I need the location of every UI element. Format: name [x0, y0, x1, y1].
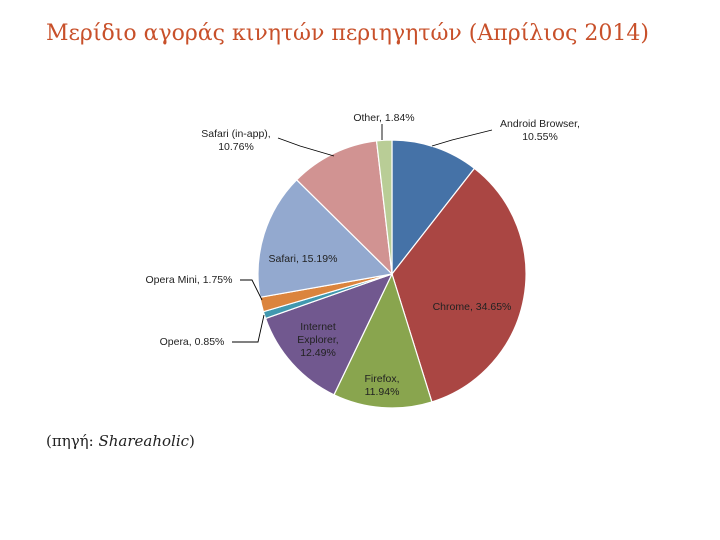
source-name: Shareaholic: [98, 432, 190, 450]
leader-line: [240, 279, 263, 301]
pie-slice-safari-in-app: [295, 140, 393, 276]
source-prefix: (πηγή:: [46, 432, 99, 450]
pie-slice-internet-explorer: [264, 272, 394, 396]
data-label: Safari, 15.19%: [269, 253, 338, 265]
data-label: Chrome, 34.65%: [433, 301, 512, 313]
source-suffix: ): [189, 432, 195, 450]
leader-line: [431, 129, 493, 147]
data-label: Android Browser, 10.55%: [500, 118, 580, 143]
slide-title: Μερίδιο αγοράς κινητών περιηγητών (Απρίλ…: [46, 21, 649, 46]
data-label: Opera, 0.85%: [160, 336, 225, 348]
data-label: Other, 1.84%: [353, 112, 414, 124]
data-label: Opera Mini, 1.75%: [146, 274, 233, 286]
leader-line: [232, 314, 265, 343]
pie-slice-firefox: [333, 272, 433, 409]
data-label: Safari (in-app), 10.76%: [201, 128, 270, 153]
data-label: Internet Explorer, 12.49%: [297, 321, 338, 359]
pie-slice-safari: [257, 178, 394, 299]
pie-slice-chrome: [391, 167, 527, 403]
leader-line: [277, 137, 335, 157]
source-note: (πηγή: Shareaholic): [46, 432, 195, 450]
pie-slice-android-browser: [391, 139, 476, 276]
pie-slice-other: [375, 139, 393, 275]
data-label: Firefox, 11.94%: [364, 373, 399, 398]
